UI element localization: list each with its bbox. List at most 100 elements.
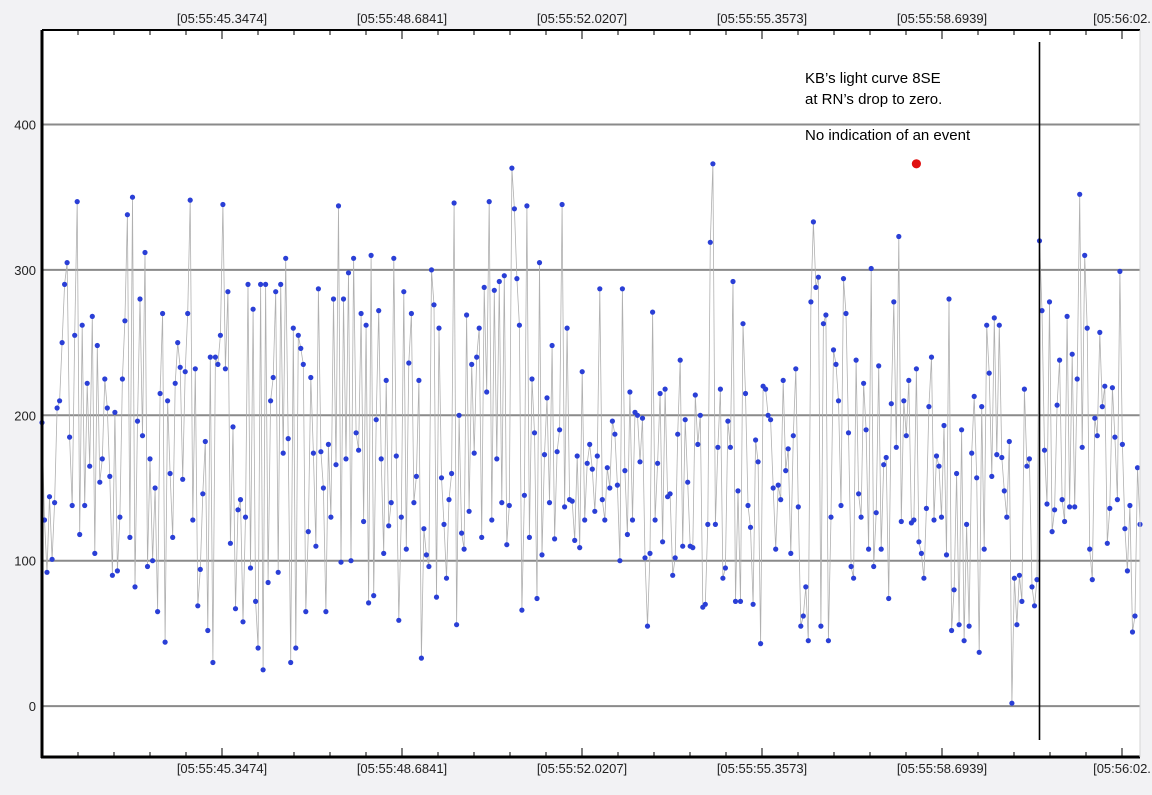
data-point	[162, 639, 168, 645]
data-point	[597, 286, 603, 292]
data-point	[662, 386, 668, 392]
data-point	[805, 638, 811, 644]
data-point	[848, 563, 854, 570]
data-point	[511, 206, 517, 212]
data-point	[1029, 584, 1035, 590]
data-point	[295, 332, 301, 338]
data-point	[840, 276, 847, 282]
data-point	[856, 491, 862, 497]
x-tick-label-top-2: [05:55:52.0207]	[537, 11, 627, 26]
data-point	[750, 601, 756, 607]
data-point	[273, 289, 279, 295]
data-point	[491, 287, 497, 293]
data-point	[969, 450, 975, 456]
x-tick-label-bottom-5: [05:56:02.	[1093, 761, 1151, 776]
data-point	[959, 427, 965, 433]
annotation-line-1: KB’s light curve 8SE	[805, 70, 941, 87]
data-point	[1077, 191, 1083, 197]
data-point	[913, 366, 920, 372]
data-point	[315, 286, 321, 292]
data-point	[866, 546, 872, 552]
data-point	[313, 543, 319, 549]
data-point	[160, 310, 166, 317]
data-points	[39, 159, 1143, 706]
data-point	[338, 559, 344, 565]
data-point	[765, 412, 771, 418]
data-point	[627, 389, 633, 395]
data-point	[1031, 603, 1038, 609]
data-point	[715, 444, 721, 450]
data-point	[574, 453, 580, 459]
data-point	[449, 470, 455, 477]
data-point	[79, 322, 85, 328]
plot-frame	[40, 29, 1141, 759]
data-point	[655, 460, 661, 466]
data-point	[1104, 540, 1110, 546]
data-point	[190, 517, 196, 523]
data-point	[602, 517, 608, 523]
data-point	[531, 430, 538, 436]
data-point	[52, 500, 58, 506]
data-point	[996, 322, 1002, 328]
data-point	[677, 357, 683, 363]
data-point	[810, 219, 817, 225]
data-point	[363, 322, 369, 328]
data-point	[343, 456, 349, 462]
data-point	[84, 380, 90, 386]
data-point	[293, 645, 299, 651]
data-point	[685, 479, 691, 485]
data-point	[418, 655, 424, 661]
data-point	[54, 405, 60, 411]
data-point	[1114, 497, 1120, 503]
data-point	[886, 595, 892, 602]
data-point	[202, 438, 208, 445]
data-point	[1107, 505, 1113, 511]
data-point	[876, 363, 882, 369]
data-point	[521, 492, 528, 498]
data-point	[742, 390, 749, 397]
data-point	[795, 504, 801, 510]
data-point	[614, 482, 621, 488]
data-point	[552, 536, 558, 542]
data-point	[607, 485, 613, 491]
data-point	[351, 255, 357, 261]
data-point	[509, 165, 515, 171]
data-point	[155, 609, 161, 615]
x-tick-label-top-4: [05:55:58.6939]	[897, 11, 987, 26]
data-point	[951, 587, 957, 593]
data-point	[152, 485, 158, 491]
data-point	[466, 508, 472, 514]
data-point	[778, 497, 784, 503]
data-point	[310, 450, 316, 456]
data-point	[541, 452, 548, 458]
data-point	[898, 518, 904, 525]
data-point	[564, 325, 570, 331]
data-point	[474, 354, 480, 360]
data-point	[971, 393, 977, 399]
data-point	[1052, 507, 1058, 513]
data-point	[1067, 504, 1073, 510]
data-point	[433, 594, 440, 600]
data-point	[745, 502, 751, 509]
x-tick-label-top-5: [05:56:02.	[1093, 11, 1151, 26]
data-point	[931, 517, 937, 523]
data-point	[544, 395, 550, 401]
grid-lines	[42, 123, 1140, 708]
data-point	[861, 380, 867, 386]
data-point	[104, 405, 110, 411]
x-tick-label-top-0: [05:55:45.3474]	[177, 11, 267, 26]
data-point	[423, 552, 429, 558]
data-point	[207, 354, 213, 360]
data-point	[177, 364, 183, 370]
data-point	[838, 502, 844, 509]
data-point	[667, 491, 673, 497]
data-point	[964, 521, 970, 528]
data-point	[386, 523, 392, 529]
data-point	[356, 447, 362, 453]
annotation: KB’s light curve 8SE at RN’s drop to zer…	[805, 70, 971, 144]
data-point	[330, 296, 337, 302]
data-point	[1127, 502, 1133, 509]
data-point	[572, 537, 578, 544]
data-point	[441, 521, 447, 528]
data-point	[489, 517, 495, 523]
